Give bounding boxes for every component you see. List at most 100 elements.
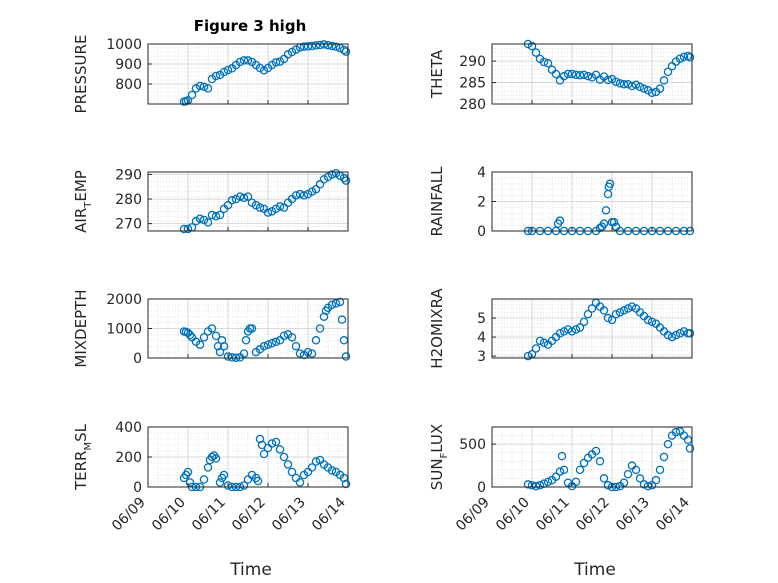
data-point <box>535 336 545 346</box>
x-tick-label: 06/09 <box>109 495 149 535</box>
y-axis-label: TERRMSL <box>72 423 94 491</box>
data-point <box>263 208 273 217</box>
data-point <box>671 427 681 437</box>
axes-box <box>147 171 349 232</box>
data-point <box>683 435 693 445</box>
data-point <box>535 481 545 490</box>
data-point <box>623 304 633 313</box>
data-point <box>335 297 345 307</box>
data-point <box>211 71 221 81</box>
data-point <box>217 336 227 345</box>
y-axis-label: H2OMIXRA <box>428 288 446 369</box>
data-point <box>531 344 541 353</box>
data-point <box>567 69 577 79</box>
data-point <box>211 211 221 221</box>
data-point <box>327 300 337 310</box>
data-point <box>219 470 229 480</box>
data-point <box>287 333 297 342</box>
data-point <box>253 476 263 486</box>
data-point <box>203 218 213 227</box>
data-point <box>635 82 645 92</box>
y-tick-label: 0 <box>133 351 142 367</box>
data-point <box>611 222 621 231</box>
y-tick-label: 800 <box>115 77 142 93</box>
data-point <box>291 473 301 483</box>
data-point <box>215 347 225 357</box>
data-point <box>195 81 205 91</box>
data-point <box>615 79 625 88</box>
data-point <box>235 192 245 201</box>
x-tick-label: 06/14 <box>653 494 693 534</box>
x-axis-label-left: Time <box>229 560 272 580</box>
data-point <box>555 467 565 476</box>
data-point <box>631 465 641 475</box>
data-point <box>527 481 537 490</box>
data-point <box>311 457 321 466</box>
data-point <box>567 327 577 336</box>
data-point <box>659 76 669 85</box>
data-point <box>685 329 695 338</box>
y-tick-label: 0 <box>477 224 486 240</box>
data-point <box>605 179 615 189</box>
data-point <box>295 478 305 487</box>
data-point <box>203 463 213 472</box>
panel-sun-flux: 0 500 06/09 06/10 06/11 06/12 06/13 06/14 SUNFLU… <box>428 424 695 535</box>
y-tick-label: 500 <box>459 437 486 453</box>
data-point <box>341 47 351 56</box>
data-point <box>663 67 673 77</box>
data-point <box>295 349 305 358</box>
data-point <box>303 42 313 51</box>
data-point <box>685 444 695 453</box>
data-point <box>563 69 573 79</box>
y-tick-label: 270 <box>115 217 142 233</box>
y-tick-label: 280 <box>459 97 486 113</box>
x-tick-label: 06/11 <box>533 495 573 535</box>
data-point <box>283 460 293 469</box>
data-point <box>675 54 685 63</box>
data-point <box>555 329 565 338</box>
data-point <box>275 445 285 454</box>
data-point <box>211 331 221 341</box>
data-point <box>311 336 321 345</box>
data-point <box>583 71 593 81</box>
data-point <box>327 170 337 179</box>
data-point <box>671 330 681 340</box>
data-point <box>187 90 197 100</box>
data-point <box>275 202 285 211</box>
data-point <box>551 69 561 79</box>
data-point <box>199 82 209 92</box>
data-point <box>287 467 297 477</box>
data-point <box>639 480 649 489</box>
y-tick-label: 0 <box>477 480 486 496</box>
data-point <box>627 302 637 311</box>
data-point <box>207 210 217 220</box>
data-point <box>619 306 629 315</box>
data-point <box>307 463 317 472</box>
x-tick-label: 06/09 <box>453 495 493 535</box>
data-point <box>543 59 553 68</box>
data-point <box>271 337 281 347</box>
data-point <box>663 439 673 449</box>
data-point <box>223 352 233 361</box>
y-tick-label: 4 <box>477 330 486 346</box>
y-axis-label: PRESSURE <box>72 35 90 114</box>
data-point <box>291 191 301 200</box>
y-axis-label: THETA <box>428 49 446 99</box>
data-point <box>651 475 661 485</box>
data-point <box>291 341 301 351</box>
data-point <box>647 317 657 327</box>
data-point <box>199 475 209 484</box>
data-point <box>685 53 695 62</box>
data-point <box>215 478 225 487</box>
data-point <box>609 217 619 227</box>
data-point <box>595 457 605 466</box>
data-point <box>575 323 585 332</box>
data-point <box>663 330 673 340</box>
y-axis-label: SUNFLUX <box>428 424 450 490</box>
data-point <box>255 203 265 212</box>
data-point <box>331 42 341 52</box>
data-point <box>639 84 649 93</box>
panel-mixdepth: 0 1000 2000 MIXDEPTH <box>72 289 351 368</box>
axes-box <box>147 43 349 105</box>
